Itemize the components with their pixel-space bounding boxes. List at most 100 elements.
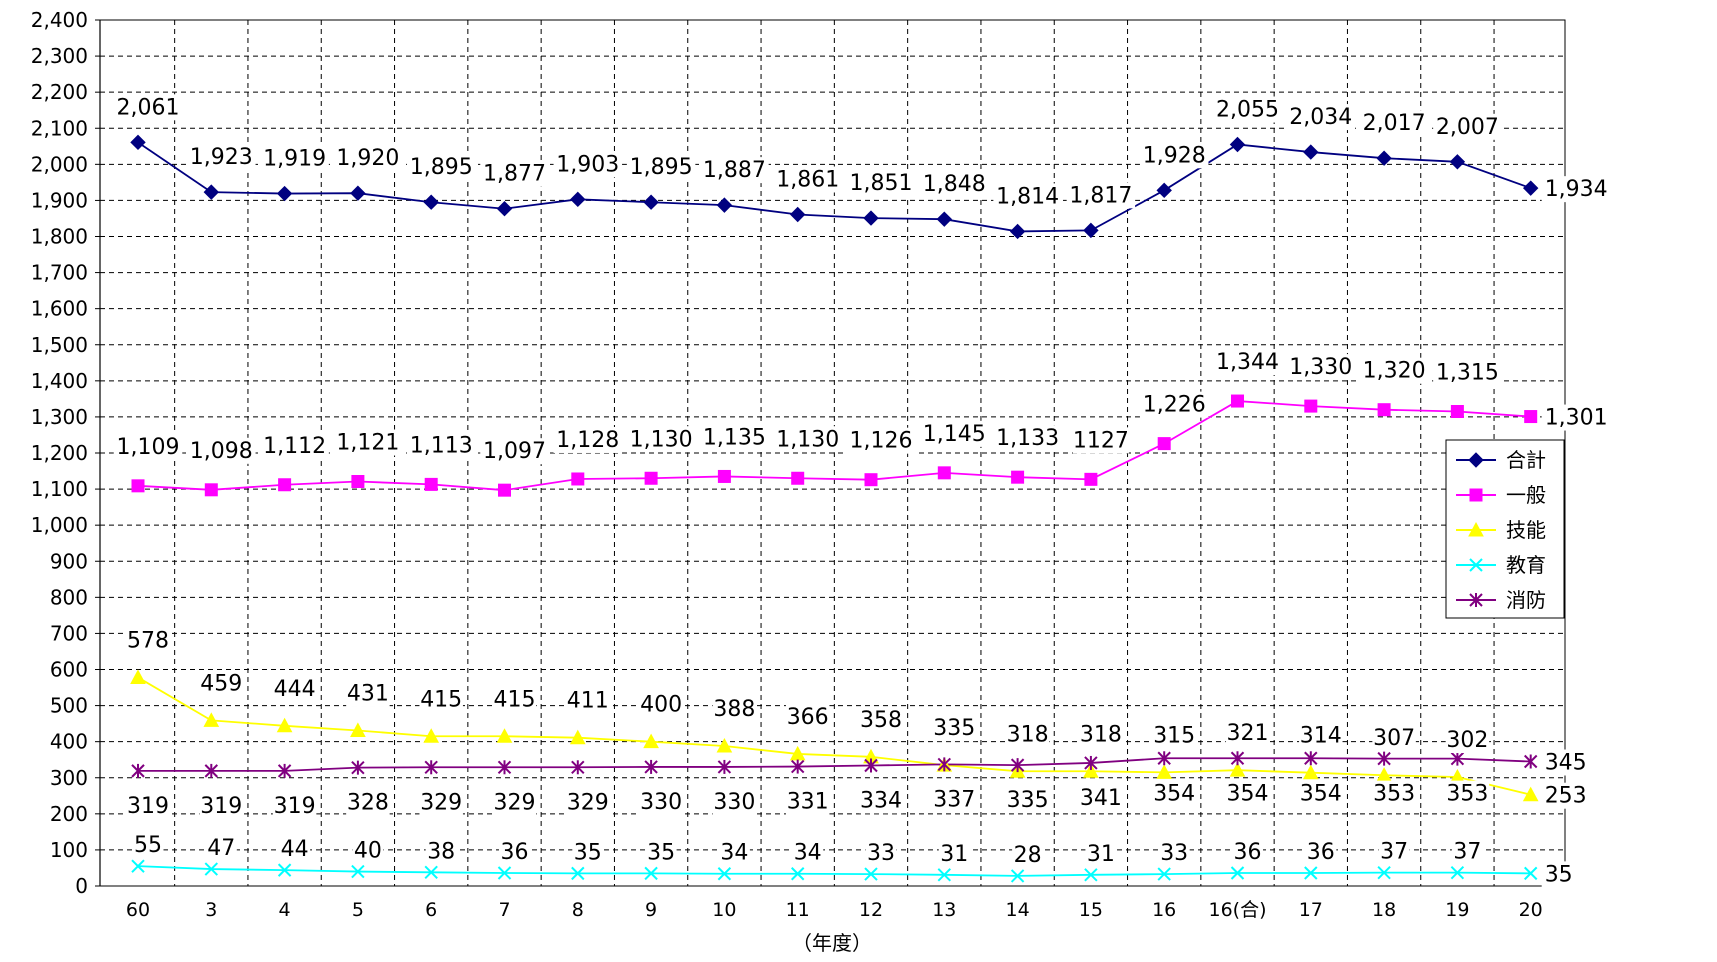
x-tick-label: 3 bbox=[205, 899, 217, 921]
data-label-一般: 1,097 bbox=[483, 439, 546, 464]
data-label-bg bbox=[272, 675, 317, 702]
data-label-消防: 329 bbox=[567, 790, 609, 815]
data-label-bg bbox=[1079, 721, 1123, 748]
data-label-教育: 28 bbox=[1014, 843, 1042, 868]
data-label-技能: 302 bbox=[1446, 728, 1488, 753]
data-label-bg bbox=[1286, 354, 1356, 381]
data-label-bg bbox=[1433, 359, 1502, 386]
x-tick-label: 5 bbox=[352, 899, 364, 921]
data-label-消防: 353 bbox=[1446, 782, 1488, 807]
data-label-技能: 358 bbox=[860, 708, 902, 733]
data-label-消防: 328 bbox=[347, 791, 389, 816]
data-label-教育: 36 bbox=[1234, 840, 1262, 865]
data-label-bg bbox=[132, 832, 164, 859]
marker-合計 bbox=[789, 206, 806, 223]
data-label-消防: 354 bbox=[1300, 781, 1342, 806]
data-label-消防: 354 bbox=[1153, 781, 1195, 806]
x-tick-label: 18 bbox=[1372, 899, 1396, 921]
data-label-bg bbox=[1445, 780, 1490, 807]
data-label-bg bbox=[425, 838, 457, 865]
data-label-教育: 37 bbox=[1453, 840, 1481, 865]
marker-一般 bbox=[204, 483, 218, 497]
data-label-bg bbox=[1005, 721, 1050, 748]
data-label-bg bbox=[406, 154, 476, 181]
data-label-技能: 321 bbox=[1227, 721, 1269, 746]
data-label-bg bbox=[199, 670, 244, 697]
legend-marker bbox=[1469, 488, 1483, 502]
marker-教育 bbox=[1377, 865, 1391, 880]
data-label-bg bbox=[272, 792, 317, 819]
data-label-bg bbox=[1085, 840, 1117, 867]
marker-教育 bbox=[351, 864, 365, 879]
marker-消防 bbox=[204, 763, 219, 778]
y-tick-label: 1,400 bbox=[31, 369, 88, 393]
legend-item: 一般 bbox=[1456, 483, 1546, 507]
marker-合計 bbox=[1229, 136, 1246, 153]
data-label-教育: 36 bbox=[501, 840, 529, 865]
y-tick-label: 2,200 bbox=[31, 80, 88, 104]
legend-item: 技能 bbox=[1456, 518, 1546, 542]
y-tick-label: 1,700 bbox=[31, 261, 88, 285]
data-label-一般: 1,121 bbox=[336, 431, 399, 456]
marker-一般 bbox=[571, 472, 585, 486]
series-line-合計 bbox=[137, 141, 1532, 233]
data-label-技能: 307 bbox=[1373, 726, 1415, 751]
data-label-消防: 353 bbox=[1373, 782, 1415, 807]
data-label-教育: 36 bbox=[1307, 840, 1335, 865]
data-label-合計: 1,920 bbox=[336, 146, 399, 171]
data-label-bg bbox=[1451, 838, 1483, 865]
data-label-bg bbox=[113, 433, 183, 460]
data-label-技能: 314 bbox=[1300, 724, 1342, 749]
data-label-一般: 1,226 bbox=[1143, 393, 1206, 418]
y-tick-label: 2,400 bbox=[31, 8, 88, 32]
data-label-技能: 315 bbox=[1153, 723, 1195, 748]
marker-教育 bbox=[717, 867, 732, 881]
data-label-一般: 1,315 bbox=[1436, 361, 1499, 386]
data-label-bg bbox=[773, 426, 842, 453]
data-label-bg bbox=[1541, 176, 1611, 203]
y-tick-label: 100 bbox=[50, 838, 88, 862]
data-label-教育: 31 bbox=[1087, 842, 1115, 867]
y-tick-label: 400 bbox=[50, 730, 88, 754]
marker-合計 bbox=[1083, 222, 1099, 239]
data-label-bg bbox=[920, 171, 989, 198]
data-label-bg bbox=[1072, 427, 1129, 454]
data-label-技能: 578 bbox=[127, 628, 169, 653]
data-label-bg bbox=[113, 94, 183, 121]
data-label-合計: 2,034 bbox=[1289, 105, 1352, 130]
data-label-bg bbox=[846, 427, 916, 454]
data-label-技能: 335 bbox=[933, 716, 975, 741]
data-label-bg bbox=[993, 183, 1062, 210]
legend-label: 一般 bbox=[1506, 483, 1546, 507]
y-tick-label: 800 bbox=[50, 585, 88, 609]
data-label-bg bbox=[859, 706, 903, 733]
data-label-bg bbox=[187, 437, 256, 464]
y-tick-label: 1,300 bbox=[31, 405, 88, 429]
data-label-教育: 55 bbox=[134, 833, 162, 858]
marker-教育 bbox=[644, 866, 658, 881]
y-tick-label: 2,100 bbox=[31, 116, 88, 140]
data-label-bg bbox=[865, 840, 897, 867]
marker-技能 bbox=[569, 729, 586, 745]
marker-合計 bbox=[643, 194, 659, 210]
data-label-消防: 330 bbox=[640, 790, 682, 815]
data-label-bg bbox=[773, 166, 842, 193]
marker-教育 bbox=[1304, 866, 1318, 880]
data-label-教育: 44 bbox=[281, 837, 309, 862]
data-label-技能: 253 bbox=[1545, 784, 1587, 809]
x-tick-label: 11 bbox=[786, 899, 810, 921]
marker-合計 bbox=[203, 184, 220, 200]
marker-技能 bbox=[496, 728, 513, 743]
data-label-bg bbox=[846, 170, 916, 197]
data-label-bg bbox=[1541, 404, 1611, 431]
marker-合計 bbox=[936, 211, 953, 227]
marker-一般 bbox=[1084, 472, 1098, 486]
x-tick-label: 12 bbox=[859, 899, 883, 921]
data-label-一般: 1,133 bbox=[996, 426, 1059, 451]
data-label-bg bbox=[1225, 780, 1270, 807]
data-label-bg bbox=[126, 627, 170, 654]
x-tick-label: 14 bbox=[1006, 899, 1030, 921]
x-tick-label: 6 bbox=[425, 899, 437, 921]
y-tick-label: 0 bbox=[75, 874, 88, 898]
